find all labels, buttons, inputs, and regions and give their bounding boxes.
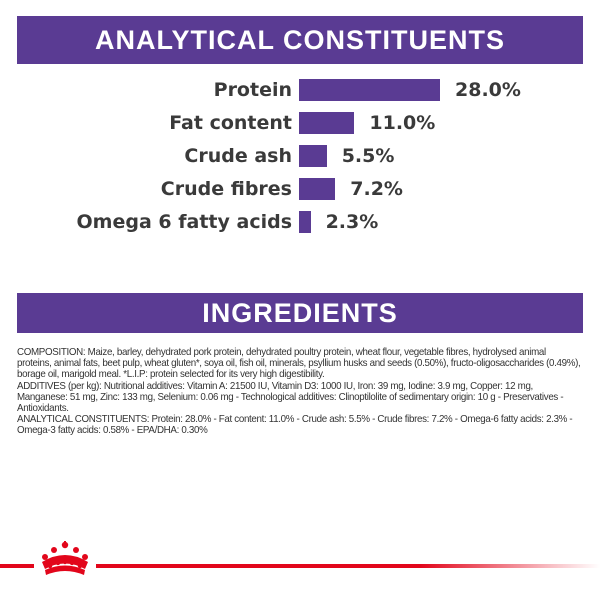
analytical-constituents-chart: Protein 28.0% Fat content 11.0% Crude ash 5.5… [0,0,600,260]
constituent-bar [299,112,355,134]
constituent-label: Fat content [169,112,292,134]
constituent-value: 2.3% [325,211,379,233]
composition-text: COMPOSITION: Maize, barley, dehydrated p… [17,346,581,381]
ingredients-banner: INGREDIENTS [17,293,583,333]
constituent-bar [299,145,327,167]
constituent-row: Crude ash 5.5% [0,143,600,169]
crown-logo-icon [34,538,96,582]
constituent-bar [299,178,336,200]
constituent-value: 7.2% [350,178,403,200]
constituent-value: 5.5% [341,145,395,167]
constituent-bar [299,79,440,101]
constituent-row: Fat content 11.0% [0,110,600,136]
ingredients-title: INGREDIENTS [202,297,398,328]
footer-red-line [0,564,600,568]
analytical-constituents-title: ANALYTICAL CONSTITUENTS [94,24,506,55]
constituent-row: Omega 6 fatty acids 2.3% [0,209,600,235]
constituent-label: Protein [213,79,292,101]
constituent-label: Crude fibres [160,178,292,200]
constituent-bar [299,211,311,233]
additives-text: ADDITIVES (per kg): Nutritional additive… [17,379,564,415]
constituent-row: Protein 28.0% [0,77,600,103]
ingredients-text: COMPOSITION: Maize, barley, dehydrated p… [17,346,581,437]
constituent-row: Crude fibres 7.2% [0,176,600,202]
constituent-label: Omega 6 fatty acids [76,211,292,233]
analytical-constituents-banner: ANALYTICAL CONSTITUENTS [17,16,583,64]
constituent-value: 28.0% [455,79,521,101]
analytical-constituents-text: ANALYTICAL CONSTITUENTS: Protein: 28.0% … [17,413,573,437]
crown-logo-svg [42,541,88,575]
constituent-value: 11.0% [369,112,436,134]
constituent-label: Crude ash [184,145,292,167]
